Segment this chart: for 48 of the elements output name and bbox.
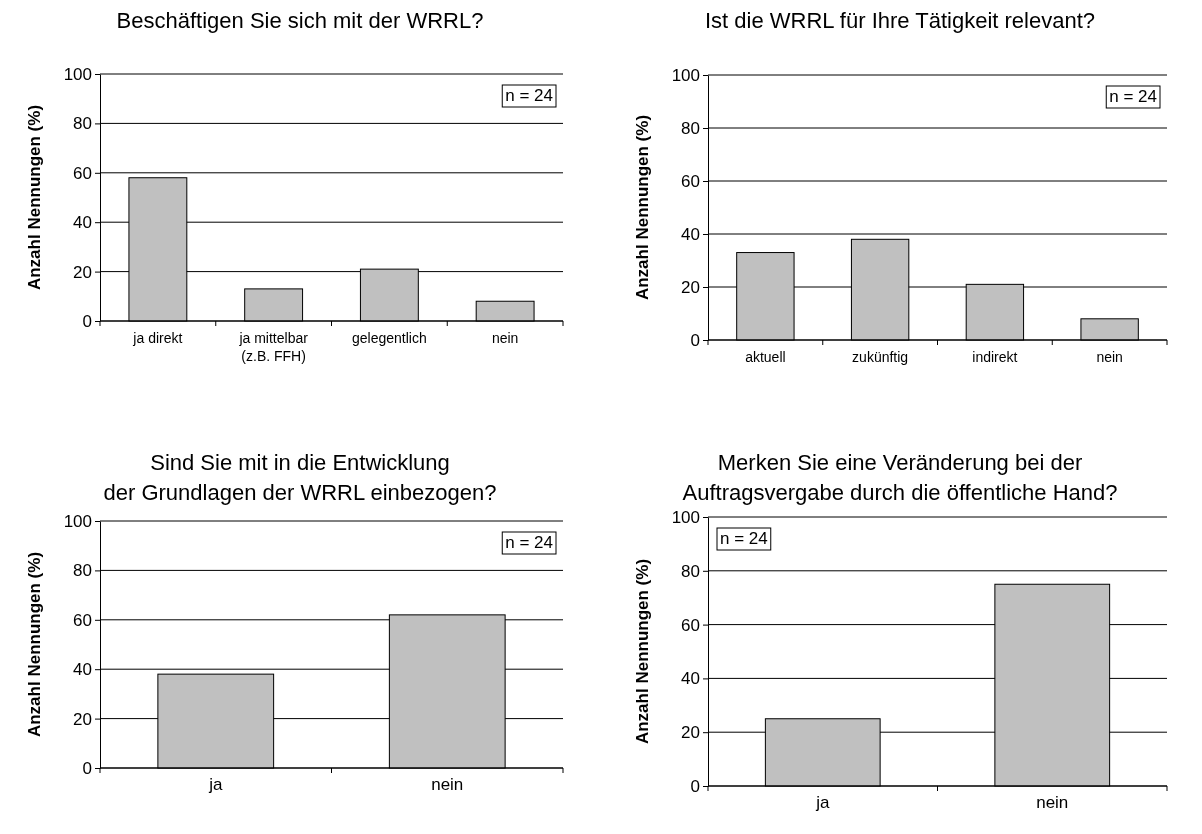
y-tick-label: 20 [73,262,92,282]
y-tick-label: 20 [681,723,700,743]
y-tick-label: 20 [73,709,92,729]
x-tick-label: ja direkt [132,330,183,346]
y-axis-title: Anzahl Nennungen (%) [25,551,44,738]
x-tick-label: aktuell [745,349,786,365]
y-tick-label: 100 [63,64,92,84]
y-tick-label: 80 [73,114,92,134]
annotation: n = 24 [1109,87,1157,106]
y-axis-title: Anzahl Nennungen (%) [633,114,652,301]
x-tick-label: nein [431,775,464,794]
x-tick-label: indirekt [972,349,1018,365]
y-tick-label: 80 [73,561,92,581]
y-tick-label: 60 [681,615,700,635]
y-tick-label: 100 [671,507,700,527]
y-tick-label: 80 [681,561,700,581]
y-tick-label: 0 [82,758,92,778]
y-tick-label: 0 [82,311,92,331]
y-tick-label: 60 [73,163,92,183]
x-tick-label: ja [208,775,223,794]
x-tick-label: zukünftig [852,349,909,365]
y-tick-label: 80 [681,118,700,138]
y-tick-label: 40 [73,660,92,680]
annotation: n = 24 [505,533,553,552]
annotation: n = 24 [720,529,768,548]
x-tick-label: ja mittelbar (z.B. FFH) [238,330,309,364]
y-tick-label: 60 [73,610,92,630]
chart-title: Sind Sie mit in die Entwicklung der Grundlagen der WRRL einbezogen? [103,450,497,505]
x-tick-label: nein [1096,349,1123,365]
y-axis-title: Anzahl Nennungen (%) [633,558,652,745]
x-tick-label: gelegentlich [352,330,427,346]
y-tick-label: 40 [73,213,92,233]
annotation: n = 24 [505,86,553,105]
y-tick-label: 100 [671,65,700,85]
x-tick-label: ja [815,793,830,812]
y-tick-label: 0 [690,330,700,350]
x-tick-label: nein [491,330,519,346]
chart-title: Merken Sie eine Veränderung bei der Auftragsvergabe durch die öffentliche Hand? [682,450,1118,505]
y-tick-label: 100 [63,511,92,531]
x-tick-label: nein [1036,793,1069,812]
y-tick-label: 0 [690,776,700,796]
y-tick-label: 40 [681,224,700,244]
chart-title: Beschäftigen Sie sich mit der WRRL? [116,8,484,33]
y-tick-label: 60 [681,171,700,191]
y-axis-title: Anzahl Nennungen (%) [25,104,44,291]
y-tick-label: 40 [681,669,700,689]
chart-title: Ist die WRRL für Ihre Tätigkeit relevant? [704,8,1096,33]
y-tick-label: 20 [681,277,700,297]
